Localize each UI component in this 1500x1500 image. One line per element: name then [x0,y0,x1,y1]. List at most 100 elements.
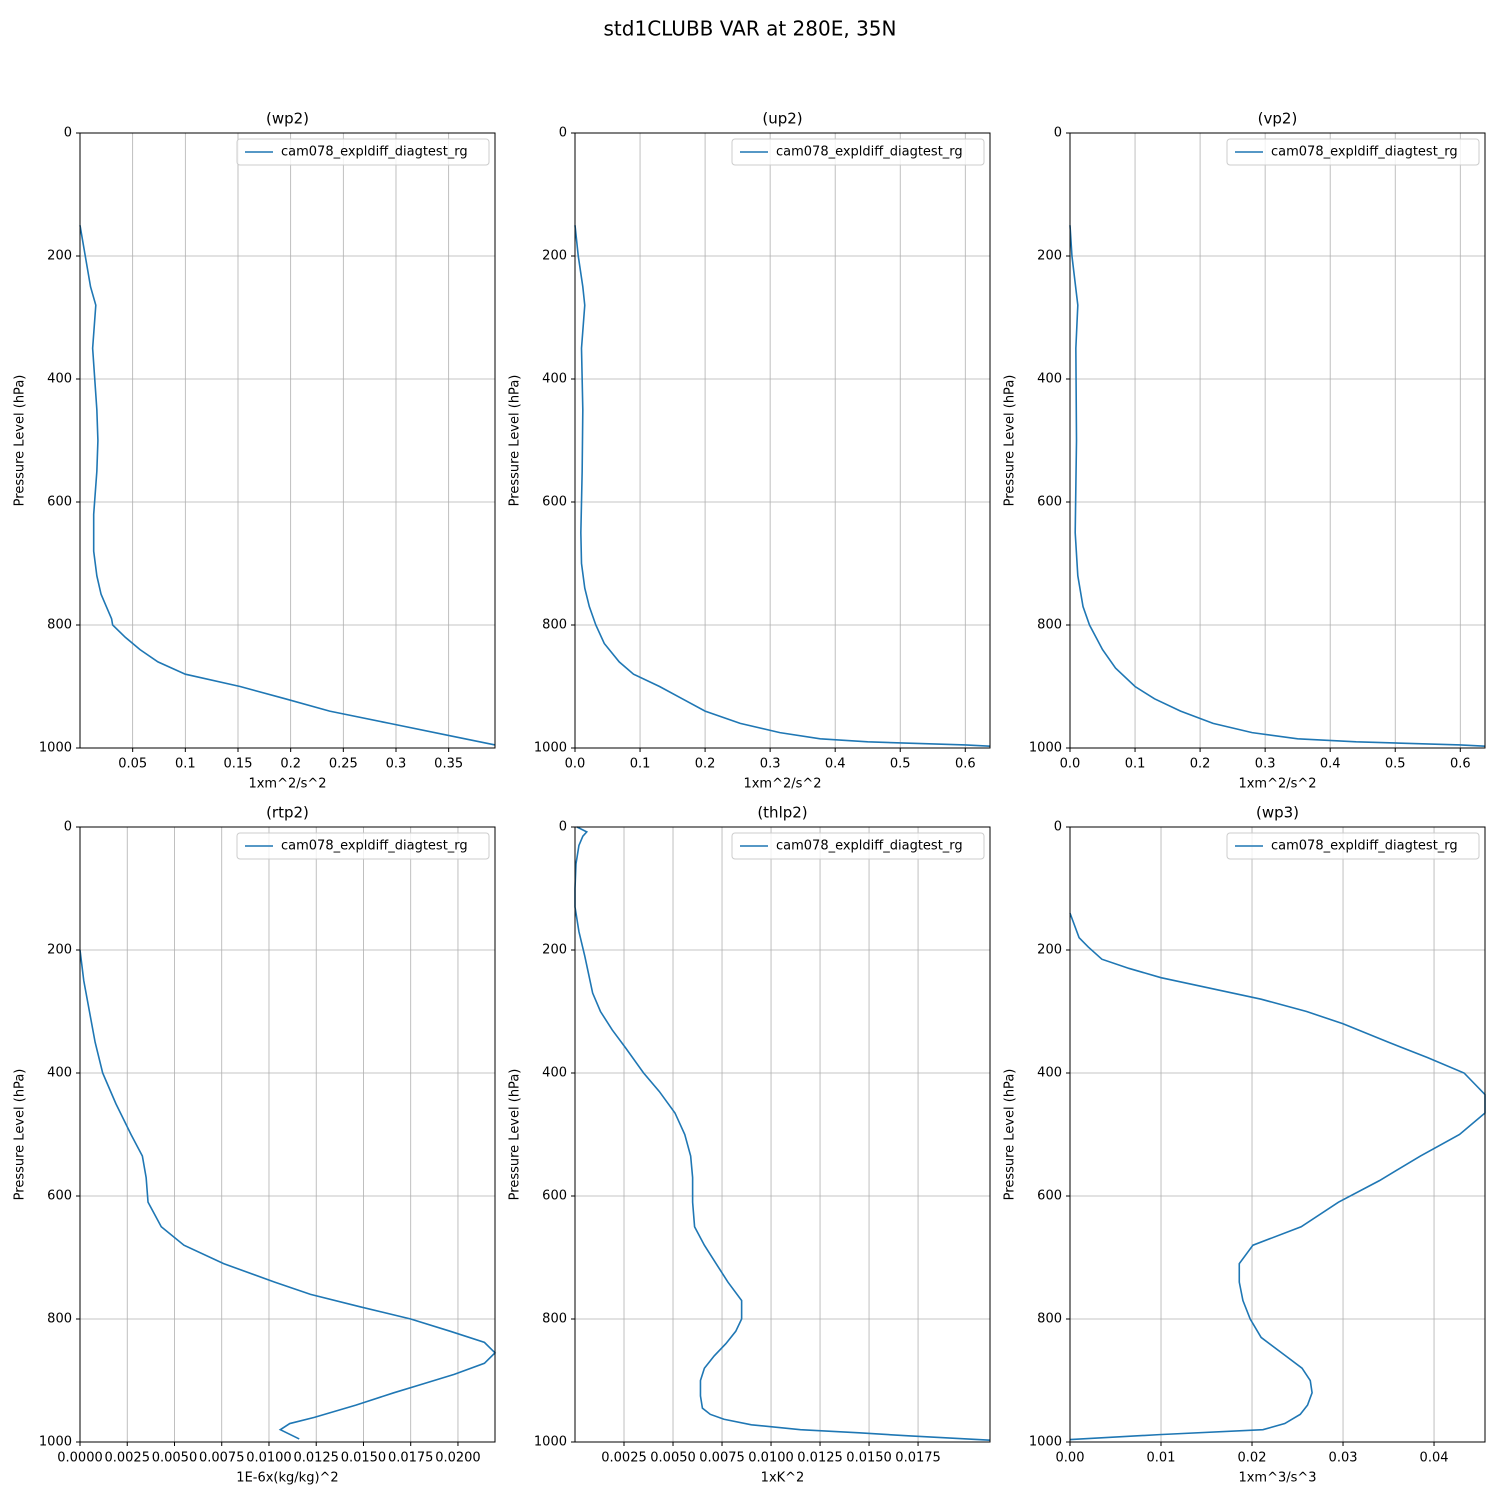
x-tick-label: 0.2 [695,757,716,772]
y-tick-label: 400 [47,372,72,387]
x-tick-label: 0.25 [329,757,358,772]
y-axis-label: Pressure Level (hPa) [1003,1069,1018,1201]
x-axis-label: 1xm^2/s^2 [743,777,821,792]
legend-box [1226,832,1480,860]
legend-box [236,832,490,860]
data-line [574,225,991,747]
x-tick-label: 0.0100 [246,1451,292,1466]
y-axis-label: Pressure Level (hPa) [13,1069,28,1201]
x-tick-label: 0.15 [224,757,253,772]
x-tick-label: 0.03 [1329,1451,1358,1466]
x-tick-label: 0.0050 [650,1451,696,1466]
legend-box [731,138,985,166]
x-tick-label: 0.2 [280,757,301,772]
x-axis-label: 1E-6x(kg/kg)^2 [236,1471,338,1486]
y-tick-label: 1000 [1029,741,1062,756]
x-tick-label: 0.3 [386,757,407,772]
data-line [574,826,991,1441]
x-tick-label: 0.0175 [895,1451,941,1466]
y-tick-label: 400 [542,372,567,387]
plot-frame [79,132,496,749]
y-tick-label: 400 [1037,372,1062,387]
plot-frame [1069,132,1486,749]
y-tick-label: 0 [64,126,72,141]
y-tick-label: 200 [47,249,72,264]
x-tick-label: 0.0200 [435,1451,481,1466]
x-tick-label: 0.6 [955,757,976,772]
y-tick-label: 0 [1054,126,1062,141]
x-tick-label: 0.0025 [601,1451,647,1466]
x-axis-label: 1xm^2/s^2 [1238,777,1316,792]
y-tick-label: 400 [47,1066,72,1081]
x-tick-label: 0.1 [630,757,651,772]
y-axis-label: Pressure Level (hPa) [1003,375,1018,507]
x-tick-label: 0.01 [1147,1451,1176,1466]
plot-frame [1069,826,1486,1443]
y-axis-label: Pressure Level (hPa) [13,375,28,507]
x-tick-label: 0.3 [1255,757,1276,772]
x-tick-label: 0.0 [565,757,586,772]
legend-box [731,832,985,860]
legend-label: cam078_expldiff_diagtest_rg [776,145,963,160]
x-tick-label: 0.0150 [341,1451,387,1466]
x-tick-label: 0.5 [1385,757,1406,772]
x-tick-label: 0.3 [760,757,781,772]
y-tick-label: 200 [1037,943,1062,958]
y-tick-label: 800 [1037,618,1062,633]
y-tick-label: 600 [47,495,72,510]
x-tick-label: 0.0100 [748,1451,794,1466]
y-tick-label: 1000 [534,1435,567,1450]
x-tick-label: 0.4 [825,757,846,772]
y-tick-label: 0 [64,820,72,835]
y-axis-label: Pressure Level (hPa) [508,375,523,507]
legend-label: cam078_expldiff_diagtest_rg [776,839,963,854]
x-axis-label: 1xK^2 [761,1471,805,1486]
figure-title: std1CLUBB VAR at 280E, 35N [604,17,897,41]
x-tick-label: 0.04 [1420,1451,1449,1466]
subplot-title: (up2) [762,110,802,128]
x-tick-label: 0.0075 [699,1451,745,1466]
data-line [79,949,497,1440]
y-tick-label: 200 [542,943,567,958]
plot-frame [574,132,991,749]
x-tick-label: 0.05 [118,757,147,772]
legend-label: cam078_expldiff_diagtest_rg [1271,839,1458,854]
y-tick-label: 600 [47,1189,72,1204]
x-tick-label: 0.0075 [199,1451,245,1466]
x-axis-label: 1xm^2/s^2 [248,777,326,792]
subplot-title: (wp3) [1256,804,1299,822]
y-tick-label: 800 [542,1312,567,1327]
x-tick-label: 0.0125 [797,1451,843,1466]
data-line [1069,225,1486,747]
y-tick-label: 600 [542,1189,567,1204]
y-tick-label: 600 [1037,495,1062,510]
y-tick-label: 800 [1037,1312,1062,1327]
x-axis-label: 1xm^3/s^3 [1238,1471,1316,1486]
x-tick-label: 0.0000 [57,1451,103,1466]
x-tick-label: 0.00 [1056,1451,1085,1466]
y-tick-label: 1000 [534,741,567,756]
subplot-title: (wp2) [266,110,309,128]
x-tick-label: 0.0050 [152,1451,198,1466]
y-tick-label: 800 [47,1312,72,1327]
x-tick-label: 0.0150 [846,1451,892,1466]
x-tick-label: 0.0175 [388,1451,434,1466]
legend-box [236,138,490,166]
x-tick-label: 0.2 [1190,757,1211,772]
x-tick-label: 0.0125 [293,1451,339,1466]
data-line [79,225,496,746]
y-tick-label: 600 [542,495,567,510]
y-axis-label: Pressure Level (hPa) [508,1069,523,1201]
y-tick-label: 400 [542,1066,567,1081]
y-tick-label: 400 [1037,1066,1062,1081]
y-tick-label: 1000 [39,741,72,756]
legend-label: cam078_expldiff_diagtest_rg [281,145,468,160]
subplot-title: (vp2) [1258,110,1298,128]
x-tick-label: 0.4 [1320,757,1341,772]
y-tick-label: 0 [1054,820,1062,835]
x-tick-label: 0.1 [1125,757,1146,772]
plot-frame [79,826,496,1443]
plot-frame [574,826,991,1443]
